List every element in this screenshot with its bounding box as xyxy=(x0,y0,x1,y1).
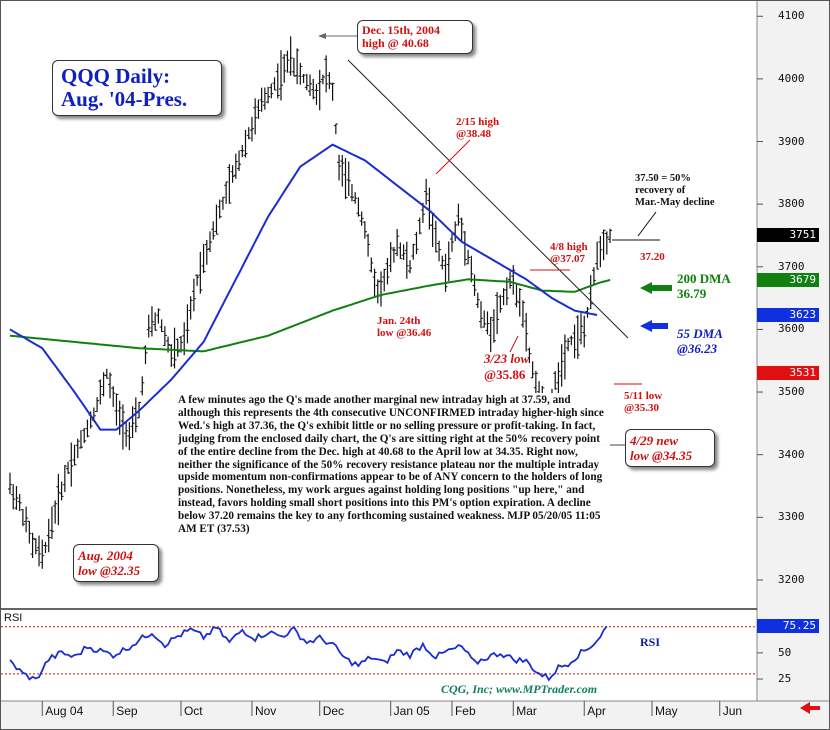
aug-low-box: Aug. 2004 low @32.35 xyxy=(73,544,159,582)
aug-low-line-1: Aug. 2004 xyxy=(78,548,133,563)
y-tick-label: 3200 xyxy=(778,572,805,586)
rsi-tick-label: 50 xyxy=(778,645,792,659)
dma200-label-2: 36.79 xyxy=(677,286,707,301)
price-label: 3751 xyxy=(757,227,819,242)
x-tick-label: Apr xyxy=(587,704,606,718)
x-tick-label: Nov xyxy=(254,704,277,718)
feb-high-label-2: @38.48 xyxy=(456,128,491,140)
feb-high-label-1: 2/15 high xyxy=(456,116,500,128)
y-axis-panel xyxy=(757,1,829,701)
recovery-label-1: 37.50 = 50% xyxy=(635,173,691,184)
dec-high-line-1: Dec. 15th, 2004 xyxy=(362,23,440,37)
apr8-high-label-2: @37.07 xyxy=(550,253,585,265)
mar23-low-pointer xyxy=(509,335,519,353)
down-trendline xyxy=(347,59,629,339)
y-tick-label: 3400 xyxy=(778,447,805,461)
recovery-label-2: recovery of xyxy=(635,185,686,196)
dma200-arrow-icon xyxy=(640,282,672,294)
y-tick-marks xyxy=(757,15,763,680)
x-tick-marks xyxy=(41,701,721,716)
y-tick-label: 3300 xyxy=(778,510,805,524)
apr29-low-line-2: low @34.35 xyxy=(630,448,693,463)
rsi-label: RSI xyxy=(640,635,661,649)
rsi-indicator xyxy=(9,625,608,682)
recovery-pointer xyxy=(637,211,657,237)
mar23-low-label-1: 3/23 low xyxy=(484,351,530,366)
dma55-line xyxy=(9,143,598,431)
recovery-label-3: Mar.-May decline xyxy=(635,197,715,208)
dma200-label-1: 200 DMA xyxy=(677,271,731,286)
x-tick-label: Mar xyxy=(516,704,537,718)
y-tick-label: 4100 xyxy=(778,9,805,23)
rsi-value-label: 75.25 xyxy=(757,619,819,634)
x-tick-label: Sep xyxy=(116,704,138,718)
x-tick-label: May xyxy=(654,704,678,718)
x-tick-label: Jan 05 xyxy=(393,704,430,718)
rsi-panel-title: RSI xyxy=(4,612,23,624)
jan24-low-label-1: Jan. 24th xyxy=(377,315,421,327)
red-left-arrow-icon[interactable] xyxy=(800,702,820,714)
price-label: 3531 xyxy=(757,365,819,380)
apr29-low-box: 4/29 new low @34.35 xyxy=(625,429,715,467)
x-axis-panel xyxy=(1,701,829,729)
may11-low-label-1: 5/11 low xyxy=(624,390,663,402)
x-tick-label: Feb xyxy=(454,704,476,718)
apr29-low-line-1: 4/29 new xyxy=(630,433,679,448)
x-tick-label: Aug 04 xyxy=(45,704,84,718)
title-box: QQQ Daily: Aug. '04-Pres. xyxy=(52,60,222,116)
jan24-low-label-2: low @36.46 xyxy=(377,327,432,339)
dma55-label-1: 55 DMA xyxy=(677,326,723,341)
mar23-low-label-2: @35.86 xyxy=(484,367,526,382)
commentary-text: A few minutes ago the Q's made another m… xyxy=(176,393,610,537)
y-tick-label: 3900 xyxy=(778,134,805,148)
x-tick-label: Oct xyxy=(183,704,203,718)
may11-low-label-2: @35.30 xyxy=(624,402,659,414)
apr8-high-label-1: 4/8 high xyxy=(550,241,588,253)
dma55-label-2: @36.23 xyxy=(677,341,718,356)
x-tick-label: Jun xyxy=(722,704,743,718)
y-tick-label: 3800 xyxy=(778,197,805,211)
title-line-1: QQQ Daily: xyxy=(61,64,171,88)
x-tick-label: Dec xyxy=(322,704,345,718)
credit-text: CQG, Inc; www.MPTrader.com xyxy=(441,682,598,696)
feb-high-pointer xyxy=(435,139,471,175)
rsi-tick-label: 25 xyxy=(778,672,792,686)
aug-low-line-2: low @32.35 xyxy=(78,563,141,578)
rsi-line xyxy=(9,625,608,682)
price-label: 3623 xyxy=(757,308,819,323)
dec-high-line-2: high @ 40.68 xyxy=(362,36,429,50)
dma200-line xyxy=(9,278,611,353)
moving-average-lines xyxy=(9,143,611,431)
y-tick-label: 4000 xyxy=(778,71,805,85)
dma55-arrow-icon xyxy=(640,320,668,332)
price-label: 3679 xyxy=(757,272,819,287)
y-tick-label: 3500 xyxy=(778,385,805,399)
y-tick-label: 3700 xyxy=(778,259,805,273)
dec-high-arrowhead xyxy=(318,33,326,39)
y-tick-label: 3600 xyxy=(778,322,805,336)
title-line-2: Aug. '04-Pres. xyxy=(61,87,188,111)
level-3720-label: 37.20 xyxy=(640,251,665,263)
dec-high-box: Dec. 15th, 2004 high @ 40.68 xyxy=(357,20,473,54)
